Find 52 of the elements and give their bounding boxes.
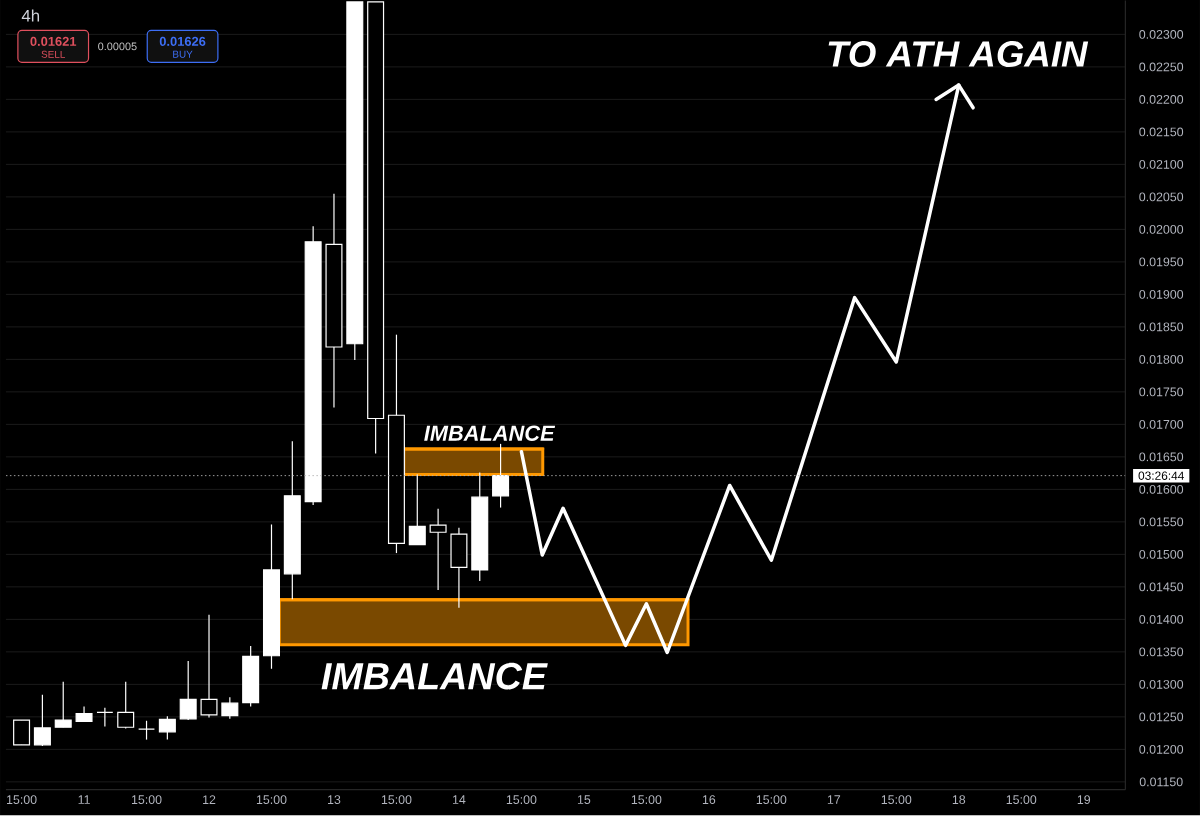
annotation: 0.00005 (98, 42, 137, 51)
y-tick-label: 0.01550 (1139, 517, 1184, 527)
y-tick-label: 0.01750 (1139, 387, 1184, 397)
x-tick-label: 12 (203, 795, 216, 805)
x-tick-label: 17 (827, 795, 841, 805)
x-tick-label: 15:00 (756, 795, 787, 805)
y-tick-label: 0.01250 (1139, 712, 1184, 722)
x-tick-label: 11 (78, 795, 90, 805)
x-tick-label: 15:00 (256, 795, 287, 805)
x-tick-label: 15:00 (381, 795, 412, 805)
y-tick-label: 0.01950 (1139, 257, 1184, 267)
x-tick-label: 15:00 (1006, 795, 1037, 805)
annotation: IMBALANCE (321, 663, 548, 690)
annotation: IMBALANCE (424, 425, 556, 442)
y-tick-label: 0.01700 (1139, 420, 1184, 429)
y-tick-label: 0.02300 (1139, 30, 1184, 40)
y-tick-label: 0.01150 (1139, 777, 1183, 787)
x-tick-label: 13 (328, 795, 341, 805)
y-tick-label: 0.01300 (1139, 680, 1184, 689)
x-tick-label: 15:00 (881, 795, 912, 805)
y-tick-label: 0.01350 (1139, 647, 1184, 657)
text: 03:26:44 (1138, 471, 1185, 481)
annotation: SELL (41, 51, 66, 59)
x-tick-label: 15:00 (631, 795, 662, 805)
annotation: 0.01621 (30, 37, 77, 47)
y-tick-label: 0.02050 (1139, 192, 1184, 202)
y-tick-label: 0.01500 (1139, 550, 1184, 559)
annotation: BUY (173, 51, 193, 59)
y-tick-label: 0.01850 (1139, 322, 1184, 332)
x-tick-label: 15 (577, 795, 591, 805)
y-tick-label: 0.01200 (1139, 745, 1184, 754)
x-tick-label: 16 (702, 795, 716, 805)
annotation: 0.01626 (159, 37, 206, 47)
x-tick-label: 14 (452, 795, 466, 805)
y-tick-label: 0.01650 (1139, 452, 1184, 462)
y-tick-label: 0.01600 (1139, 485, 1184, 494)
y-tick-label: 0.02200 (1139, 95, 1184, 105)
y-tick-label: 0.01900 (1139, 290, 1184, 299)
y-tick-label: 0.01450 (1139, 582, 1184, 592)
x-tick-label: 19 (1077, 795, 1091, 805)
x-tick-label: 15:00 (131, 795, 162, 805)
y-tick-label: 0.02250 (1139, 62, 1184, 72)
y-tick-label: 0.01400 (1139, 615, 1184, 624)
annotation: TO ATH AGAIN (828, 41, 1089, 68)
chart-title: 4h (21, 9, 40, 22)
y-tick-label: 0.01800 (1139, 355, 1184, 364)
y-tick-label: 0.02150 (1139, 127, 1184, 137)
y-tick-label: 0.02100 (1139, 160, 1184, 170)
x-tick-label: 18 (952, 795, 966, 805)
y-tick-label: 0.02000 (1139, 225, 1184, 234)
x-tick-label: 15:00 (7, 795, 37, 805)
x-tick-label: 15:00 (506, 795, 537, 805)
